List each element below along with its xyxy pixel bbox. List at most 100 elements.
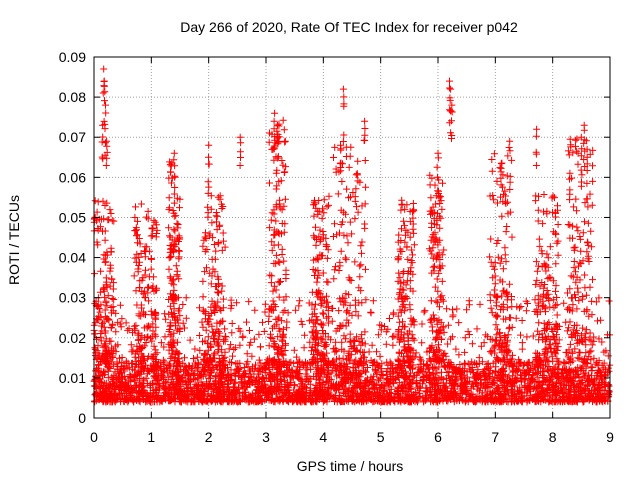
- data-point: [132, 322, 140, 330]
- data-point: [213, 365, 221, 373]
- data-point: [254, 366, 262, 374]
- data-point: [243, 318, 250, 326]
- data-point: [325, 370, 333, 378]
- data-point: [270, 210, 278, 218]
- data-point: [475, 360, 483, 368]
- data-point: [227, 376, 234, 384]
- data-point: [498, 212, 506, 220]
- data-point: [127, 341, 135, 349]
- data-point: [418, 320, 426, 328]
- data-point: [284, 368, 292, 376]
- data-point: [460, 371, 468, 379]
- data-point: [94, 198, 102, 206]
- data-point: [265, 342, 273, 350]
- data-point: [389, 310, 397, 318]
- data-point: [522, 307, 530, 315]
- data-point: [401, 222, 408, 230]
- data-point: [142, 248, 150, 256]
- data-point: [110, 296, 118, 303]
- data-point: [368, 341, 376, 349]
- data-point: [331, 220, 338, 228]
- data-point: [275, 293, 283, 301]
- data-point: [406, 306, 414, 314]
- data-point: [516, 384, 524, 392]
- data-point: [219, 229, 227, 237]
- data-point: [281, 137, 289, 145]
- data-point: [323, 314, 331, 322]
- data-point: [378, 367, 386, 375]
- data-point: [276, 278, 283, 286]
- data-point: [517, 360, 525, 368]
- data-point: [548, 393, 556, 401]
- data-point: [310, 212, 318, 220]
- data-point: [190, 355, 197, 362]
- data-point: [482, 383, 490, 391]
- data-point: [110, 217, 118, 225]
- data-point: [278, 251, 286, 258]
- data-point: [380, 386, 388, 394]
- data-point: [325, 192, 333, 200]
- data-point: [524, 380, 532, 388]
- data-point: [331, 266, 339, 274]
- data-point: [443, 305, 451, 313]
- data-point: [128, 360, 136, 367]
- data-point: [190, 372, 198, 379]
- data-point: [369, 297, 377, 305]
- data-point: [358, 238, 366, 246]
- data-point: [181, 354, 188, 362]
- data-point: [487, 235, 495, 243]
- data-point: [466, 368, 474, 376]
- data-point: [213, 212, 221, 220]
- data-point: [351, 215, 359, 223]
- data-point: [172, 262, 180, 270]
- data-point: [211, 255, 219, 263]
- data-point: [118, 315, 126, 323]
- data-point: [544, 254, 552, 262]
- data-point: [174, 221, 182, 228]
- data-point: [269, 145, 277, 153]
- data-point: [298, 320, 306, 328]
- data-point: [409, 364, 416, 372]
- data-point: [341, 254, 349, 262]
- data-point: [376, 352, 384, 360]
- data-point: [232, 378, 240, 386]
- data-point: [181, 388, 188, 396]
- data-point: [551, 371, 559, 379]
- data-point: [347, 143, 355, 151]
- data-point: [333, 372, 341, 380]
- data-point: [410, 229, 418, 237]
- data-point: [91, 197, 99, 205]
- data-point: [338, 178, 346, 185]
- data-point: [517, 303, 525, 310]
- data-point: [528, 376, 536, 383]
- data-point: [245, 298, 253, 306]
- data-point: [407, 369, 414, 377]
- data-point: [378, 360, 386, 368]
- data-point: [246, 327, 253, 334]
- data-point: [296, 383, 304, 391]
- data-point: [357, 261, 365, 269]
- data-point: [373, 348, 380, 356]
- data-point: [476, 300, 484, 308]
- data-point: [335, 267, 343, 274]
- data-point: [276, 258, 284, 266]
- data-point: [179, 301, 187, 308]
- data-point: [215, 289, 222, 297]
- data-point: [107, 210, 115, 217]
- data-point: [486, 348, 494, 356]
- data-point: [279, 308, 287, 316]
- data-point: [290, 346, 298, 354]
- data-point: [160, 373, 168, 381]
- data-point: [490, 286, 498, 294]
- data-point: [449, 306, 456, 314]
- data-point: [170, 190, 178, 198]
- data-point: [157, 366, 165, 374]
- data-point: [182, 314, 190, 322]
- data-point: [210, 387, 217, 395]
- data-point: [208, 219, 216, 227]
- data-point: [199, 382, 207, 390]
- data-point: [211, 349, 219, 357]
- data-point: [550, 365, 558, 373]
- data-point: [174, 361, 182, 369]
- data-point: [432, 365, 440, 373]
